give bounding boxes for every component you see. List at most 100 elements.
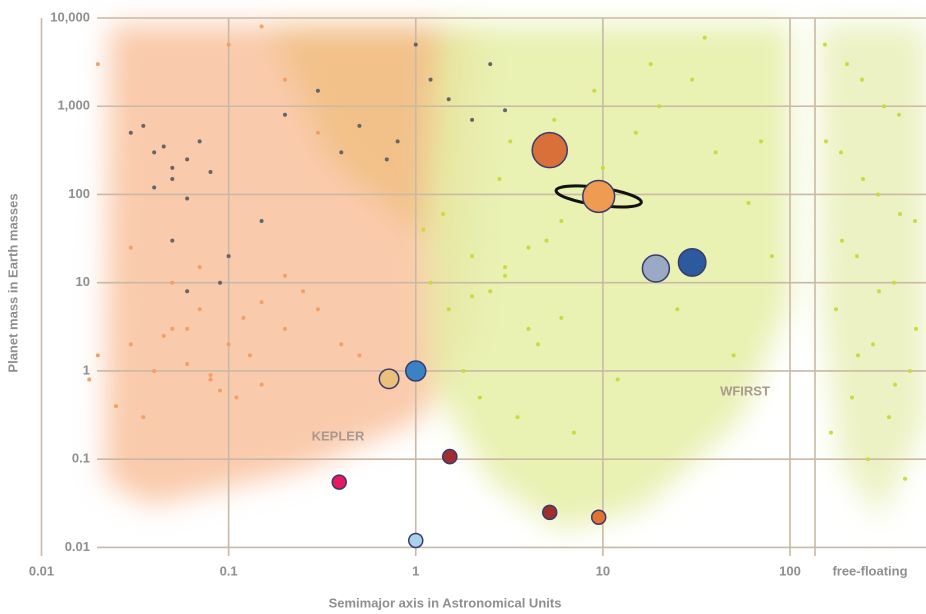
point — [87, 378, 91, 382]
free-floating-point — [877, 289, 881, 293]
point — [283, 113, 287, 117]
point — [536, 342, 540, 346]
free-floating-point — [903, 477, 907, 481]
free-floating-point — [913, 219, 917, 223]
point — [545, 239, 549, 243]
free-floating-point — [824, 139, 828, 143]
free-floating-point — [850, 396, 854, 400]
point — [503, 108, 507, 112]
point — [526, 327, 530, 331]
point — [260, 219, 264, 223]
point — [316, 131, 320, 135]
free-floating-point — [834, 307, 838, 311]
point — [447, 97, 451, 101]
point — [396, 139, 400, 143]
free-floating-point — [914, 327, 918, 331]
point — [429, 281, 433, 285]
point — [422, 228, 426, 232]
point — [447, 307, 451, 311]
y-tick-label: 1 — [83, 362, 90, 377]
y-tick-label: 10,000 — [50, 9, 90, 24]
point — [283, 274, 287, 278]
point — [96, 353, 100, 357]
planet — [642, 255, 669, 282]
x-axis-title: Semimajor axis in Astronomical Units — [329, 595, 562, 610]
point — [516, 415, 520, 419]
point — [675, 307, 679, 311]
point — [198, 139, 202, 143]
point — [227, 342, 231, 346]
point — [283, 78, 287, 82]
point — [162, 144, 166, 148]
point — [227, 43, 231, 47]
point — [185, 197, 189, 201]
point — [339, 150, 343, 154]
kepler-label: KEPLER — [312, 428, 365, 443]
point — [185, 289, 189, 293]
point — [185, 362, 189, 366]
point — [241, 316, 245, 320]
point — [198, 307, 202, 311]
point — [152, 369, 156, 373]
free-floating-point — [829, 431, 833, 435]
point — [283, 327, 287, 331]
free-floating-label: free-floating — [832, 563, 907, 578]
planet — [379, 369, 398, 388]
free-floating-point — [871, 342, 875, 346]
point — [690, 78, 694, 82]
point — [170, 239, 174, 243]
y-tick-label: 0.1 — [72, 451, 90, 466]
point — [470, 294, 474, 298]
free-floating-point — [861, 177, 865, 181]
point — [414, 43, 418, 47]
y-tick-label: 0.01 — [65, 539, 90, 554]
point — [152, 150, 156, 154]
point — [649, 62, 653, 66]
point — [732, 353, 736, 357]
point — [162, 334, 166, 338]
free-floating-point — [856, 353, 860, 357]
point — [462, 369, 466, 373]
point — [478, 396, 482, 400]
point — [209, 378, 213, 382]
point — [198, 265, 202, 269]
planet — [678, 249, 705, 276]
chart: free-floating KEPLER WFIRST Semimajor ax… — [0, 0, 926, 614]
point — [429, 78, 433, 82]
point — [170, 166, 174, 170]
point — [488, 289, 492, 293]
free-floating-point — [893, 383, 897, 387]
point — [759, 139, 763, 143]
point — [209, 373, 213, 377]
x-tick-label: 1 — [412, 563, 419, 578]
point — [218, 281, 222, 285]
x-tick-label: 0.1 — [220, 563, 238, 578]
x-tick-label: 100 — [779, 563, 801, 578]
point — [601, 166, 605, 170]
point — [526, 246, 530, 250]
free-floating-point — [845, 62, 849, 66]
y-tick-label: 10 — [76, 274, 90, 289]
point — [592, 89, 596, 93]
planet — [409, 533, 423, 547]
point — [616, 378, 620, 382]
point — [441, 212, 445, 216]
point — [497, 177, 501, 181]
planet — [443, 450, 457, 464]
point — [559, 219, 563, 223]
point — [301, 289, 305, 293]
point — [218, 389, 222, 393]
point — [170, 327, 174, 331]
free-floating-point — [897, 113, 901, 117]
point — [185, 157, 189, 161]
point — [129, 342, 133, 346]
point — [114, 404, 118, 408]
point — [552, 118, 556, 122]
point — [170, 281, 174, 285]
point — [488, 62, 492, 66]
point — [260, 25, 264, 29]
point — [141, 124, 145, 128]
point — [508, 139, 512, 143]
point — [152, 185, 156, 189]
point — [470, 254, 474, 258]
